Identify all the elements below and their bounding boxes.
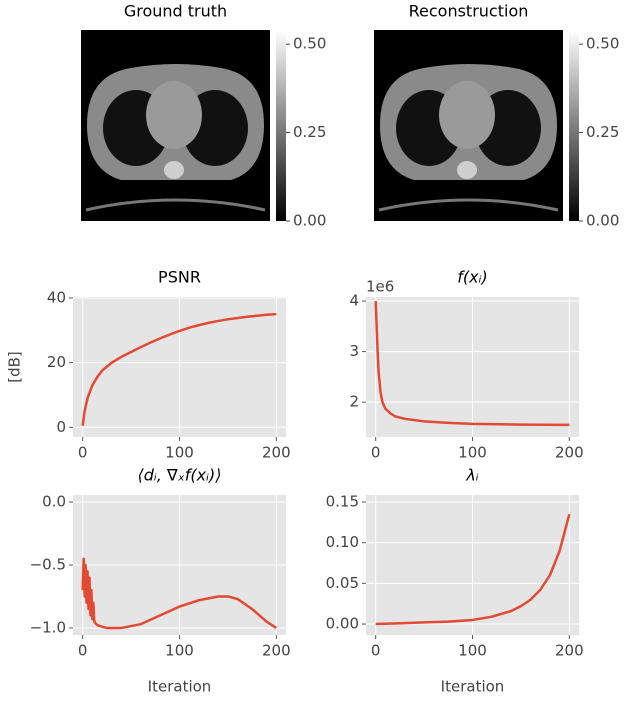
y-tick-label: 0.10 <box>326 533 359 551</box>
chart-title: f(xᵢ) <box>457 268 487 287</box>
image-title: Ground truth <box>124 2 227 21</box>
x-tick-label: 0 <box>78 444 88 462</box>
x-tick-label: 200 <box>262 642 291 660</box>
chart-title: PSNR <box>158 268 201 287</box>
image-title: Reconstruction <box>409 2 529 21</box>
chart-title: ⟨dᵢ, ∇ₓf(xᵢ)⟩ <box>138 466 222 485</box>
line <box>374 300 570 427</box>
y-tick-label: 0.05 <box>326 574 359 592</box>
colorbar-tick-label: 0.50 <box>293 35 326 53</box>
colorbar-tick-label: 0.25 <box>293 123 326 141</box>
y-tick-label: 0.00 <box>326 615 359 633</box>
colorbar-tick-label: 0.25 <box>586 123 619 141</box>
colorbar-tick-label: 0.00 <box>586 212 619 230</box>
colorbar-tick-label: 0.00 <box>293 212 326 230</box>
ct-image <box>79 28 272 223</box>
y-tick-label: 40 <box>47 288 66 306</box>
y-tick-label: 0.0 <box>42 493 66 511</box>
y-tick-label: 20 <box>47 353 66 371</box>
line <box>375 513 571 626</box>
x-tick-label: 200 <box>555 642 584 660</box>
colorbar <box>276 30 286 221</box>
x-tick-label: 200 <box>262 444 291 462</box>
y-tick-label: −1.0 <box>30 618 66 636</box>
x-tick-label: 100 <box>458 444 487 462</box>
y-tick-label: 4 <box>349 292 359 310</box>
y-tick-label: 0.15 <box>326 492 359 510</box>
y-tick-label: −0.5 <box>30 556 66 574</box>
x-tick-label: 0 <box>78 642 88 660</box>
y-tick-label: 2 <box>349 393 359 411</box>
colorbar <box>569 30 579 221</box>
x-tick-label: 200 <box>555 444 584 462</box>
chart-title: λᵢ <box>465 466 478 485</box>
x-axis-label: Iteration <box>148 678 212 696</box>
line <box>81 312 277 426</box>
y-tick-label: 0 <box>56 418 66 436</box>
x-axis-label: Iteration <box>441 678 505 696</box>
x-tick-label: 0 <box>371 444 381 462</box>
ct-image <box>372 28 565 223</box>
x-tick-label: 100 <box>165 642 194 660</box>
offset-text: 1e6 <box>366 278 394 296</box>
y-tick-label: 3 <box>349 342 359 360</box>
x-tick-label: 100 <box>458 642 487 660</box>
line <box>81 557 278 630</box>
colorbar-tick-label: 0.50 <box>586 35 619 53</box>
x-tick-label: 100 <box>165 444 194 462</box>
x-tick-label: 0 <box>371 642 381 660</box>
y-axis-label: [dB] <box>6 351 24 383</box>
